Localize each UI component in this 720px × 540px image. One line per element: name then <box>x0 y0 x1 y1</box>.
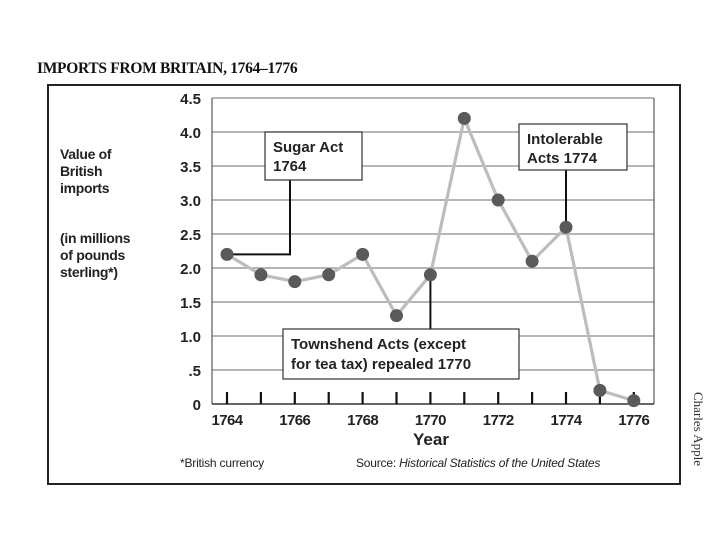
y-label-line: sterling*) <box>60 264 118 280</box>
annotation-text: for tea tax) repealed 1770 <box>291 356 471 373</box>
footnote: *British currency <box>180 456 264 470</box>
annotation-box <box>282 328 520 380</box>
data-point <box>356 247 370 261</box>
x-tick-label: 1776 <box>618 412 649 429</box>
x-tick-label: 1772 <box>483 412 514 429</box>
data-point <box>288 275 302 289</box>
data-point <box>559 220 573 234</box>
source-title: Historical Statistics of the United Stat… <box>399 456 601 470</box>
source-note: Source: Historical Statistics of the Uni… <box>356 456 600 470</box>
data-point <box>491 193 505 207</box>
data-point <box>593 383 607 397</box>
y-tick-label: 2.0 <box>180 261 201 278</box>
y-label-line: of pounds <box>60 247 125 263</box>
y-tick-label: 3.5 <box>180 159 201 176</box>
y-tick-label: 0 <box>193 397 201 414</box>
annotation-text: Intolerable <box>527 131 603 148</box>
y-label-line: (in millions <box>60 230 131 246</box>
y-tick-label: .5 <box>188 363 201 380</box>
data-point <box>525 254 539 268</box>
data-point <box>390 309 403 323</box>
annotation-townshend-acts: Townshend Acts (except for tea tax) repea… <box>282 328 520 380</box>
photo-credit: Charles Apple <box>691 392 706 467</box>
annotation-text: Acts 1774 <box>527 150 598 167</box>
y-tick-label: 4.5 <box>180 91 201 108</box>
annotation-leader <box>227 180 291 256</box>
y-label-line: British <box>60 163 103 179</box>
x-tick-label: 1774 <box>551 412 583 429</box>
y-tick-label: 4.0 <box>180 125 201 142</box>
x-tick-label: 1766 <box>279 412 310 429</box>
annotation-box <box>264 131 363 181</box>
data-point <box>423 268 437 282</box>
annotation-sugar-act: Sugar Act 1764 <box>264 131 363 181</box>
y-tick-label: 3.0 <box>180 193 201 210</box>
x-tick-label: 1764 <box>212 412 244 429</box>
y-label-line: Value of <box>60 146 112 162</box>
annotation-text: 1764 <box>273 158 307 175</box>
y-tick-label: 1.0 <box>180 329 201 346</box>
x-tick-label: 1768 <box>347 412 378 429</box>
data-point <box>322 268 336 282</box>
annotation-text: Sugar Act <box>273 139 343 156</box>
annotation-box <box>518 123 628 171</box>
annotation-intolerable-acts: Intolerable Acts 1774 <box>518 123 628 171</box>
x-axis-label: Year <box>413 430 449 449</box>
data-point <box>220 247 234 261</box>
y-label-line: imports <box>60 180 110 196</box>
x-tick-label: 1770 <box>415 412 446 429</box>
data-point <box>254 268 268 282</box>
chart-title: IMPORTS FROM BRITAIN, 1764–1776 <box>37 60 298 77</box>
annotation-text: Townshend Acts (except <box>291 336 466 353</box>
y-tick-label: 2.5 <box>180 227 201 244</box>
y-tick-label: 1.5 <box>180 295 201 312</box>
source-prefix: Source: <box>356 456 400 470</box>
data-point <box>457 111 471 125</box>
data-point <box>627 394 641 408</box>
chart-frame <box>47 84 681 485</box>
